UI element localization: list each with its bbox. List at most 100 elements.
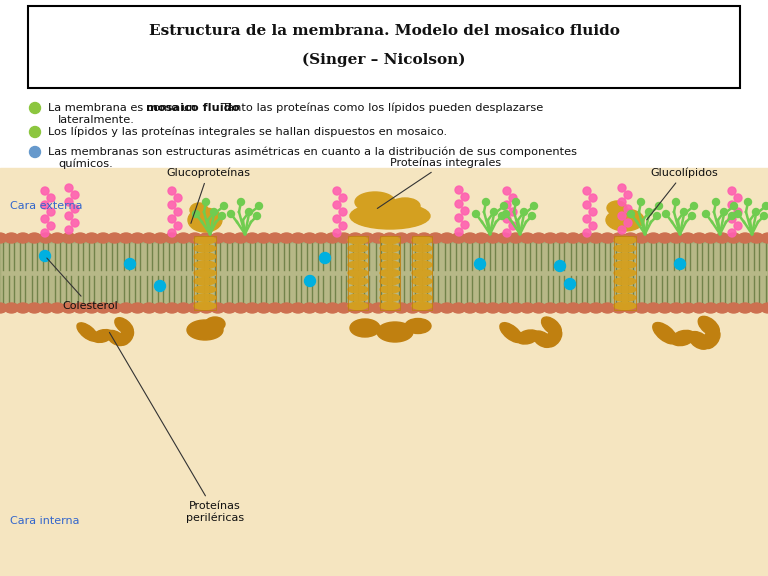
Ellipse shape <box>190 203 208 217</box>
Circle shape <box>589 222 597 230</box>
Ellipse shape <box>326 233 339 243</box>
Ellipse shape <box>257 303 270 313</box>
Ellipse shape <box>154 233 167 243</box>
Ellipse shape <box>624 233 637 243</box>
Ellipse shape <box>405 319 431 334</box>
Circle shape <box>491 209 498 215</box>
Ellipse shape <box>440 303 454 313</box>
Ellipse shape <box>314 303 328 313</box>
Ellipse shape <box>531 303 546 313</box>
Ellipse shape <box>380 261 400 268</box>
Ellipse shape <box>554 303 568 313</box>
Ellipse shape <box>349 233 362 243</box>
Ellipse shape <box>115 318 133 334</box>
Bar <box>614 236 636 310</box>
Circle shape <box>728 201 736 209</box>
Ellipse shape <box>194 253 216 260</box>
Ellipse shape <box>440 233 454 243</box>
Circle shape <box>455 186 463 194</box>
Circle shape <box>521 209 528 215</box>
Circle shape <box>124 259 135 270</box>
Ellipse shape <box>614 237 636 244</box>
Ellipse shape <box>359 233 374 243</box>
Ellipse shape <box>142 233 156 243</box>
Ellipse shape <box>382 233 397 243</box>
Ellipse shape <box>406 233 419 243</box>
Ellipse shape <box>348 253 368 260</box>
Ellipse shape <box>680 303 695 313</box>
Text: lateralmente.: lateralmente. <box>58 115 135 125</box>
Ellipse shape <box>703 303 717 313</box>
Circle shape <box>703 210 710 218</box>
Ellipse shape <box>142 303 156 313</box>
Circle shape <box>237 199 244 206</box>
Ellipse shape <box>516 330 539 344</box>
Ellipse shape <box>187 320 223 340</box>
Ellipse shape <box>108 233 121 243</box>
Ellipse shape <box>607 201 627 215</box>
Ellipse shape <box>194 278 216 285</box>
Ellipse shape <box>452 233 465 243</box>
Circle shape <box>41 201 49 209</box>
Circle shape <box>168 201 176 209</box>
Circle shape <box>210 209 217 215</box>
Circle shape <box>503 215 511 223</box>
Circle shape <box>734 210 741 218</box>
Ellipse shape <box>541 317 561 335</box>
Ellipse shape <box>0 233 7 243</box>
Ellipse shape <box>355 192 395 212</box>
Ellipse shape <box>165 233 179 243</box>
Ellipse shape <box>314 233 328 243</box>
Ellipse shape <box>543 233 558 243</box>
Ellipse shape <box>614 278 636 285</box>
Circle shape <box>475 259 485 270</box>
Circle shape <box>618 198 626 206</box>
Circle shape <box>729 213 736 219</box>
Circle shape <box>174 222 182 230</box>
Ellipse shape <box>0 303 7 313</box>
Ellipse shape <box>417 233 431 243</box>
Ellipse shape <box>601 233 614 243</box>
Ellipse shape <box>614 270 636 276</box>
Ellipse shape <box>210 233 225 243</box>
Ellipse shape <box>188 303 202 313</box>
Ellipse shape <box>669 233 684 243</box>
Ellipse shape <box>520 303 535 313</box>
Circle shape <box>528 213 535 219</box>
Text: Estructura de la membrana. Modelo del mosaico fluido: Estructura de la membrana. Modelo del mo… <box>148 24 620 38</box>
Ellipse shape <box>177 303 190 313</box>
Bar <box>194 236 216 310</box>
Ellipse shape <box>566 233 580 243</box>
Ellipse shape <box>647 233 660 243</box>
Circle shape <box>65 212 73 220</box>
Ellipse shape <box>589 303 603 313</box>
Ellipse shape <box>16 233 30 243</box>
Ellipse shape <box>680 233 695 243</box>
Circle shape <box>227 210 234 218</box>
Circle shape <box>455 228 463 236</box>
Ellipse shape <box>108 303 121 313</box>
Circle shape <box>688 213 696 219</box>
Ellipse shape <box>614 245 636 252</box>
Ellipse shape <box>543 303 558 313</box>
Ellipse shape <box>394 233 409 243</box>
Ellipse shape <box>520 233 535 243</box>
Bar <box>0 168 768 576</box>
Text: Proteínas
periléricas: Proteínas periléricas <box>109 332 244 523</box>
Ellipse shape <box>509 233 523 243</box>
Text: (Singer – Nicolson): (Singer – Nicolson) <box>303 53 465 67</box>
Ellipse shape <box>566 303 580 313</box>
Circle shape <box>65 184 73 192</box>
Ellipse shape <box>412 245 432 252</box>
Circle shape <box>624 205 632 213</box>
Ellipse shape <box>51 233 65 243</box>
Ellipse shape <box>715 303 729 313</box>
Ellipse shape <box>92 329 113 342</box>
Ellipse shape <box>412 270 432 276</box>
Circle shape <box>319 252 330 263</box>
Circle shape <box>168 229 176 237</box>
Ellipse shape <box>380 278 400 285</box>
Ellipse shape <box>119 233 133 243</box>
Ellipse shape <box>612 303 626 313</box>
Ellipse shape <box>348 294 368 301</box>
